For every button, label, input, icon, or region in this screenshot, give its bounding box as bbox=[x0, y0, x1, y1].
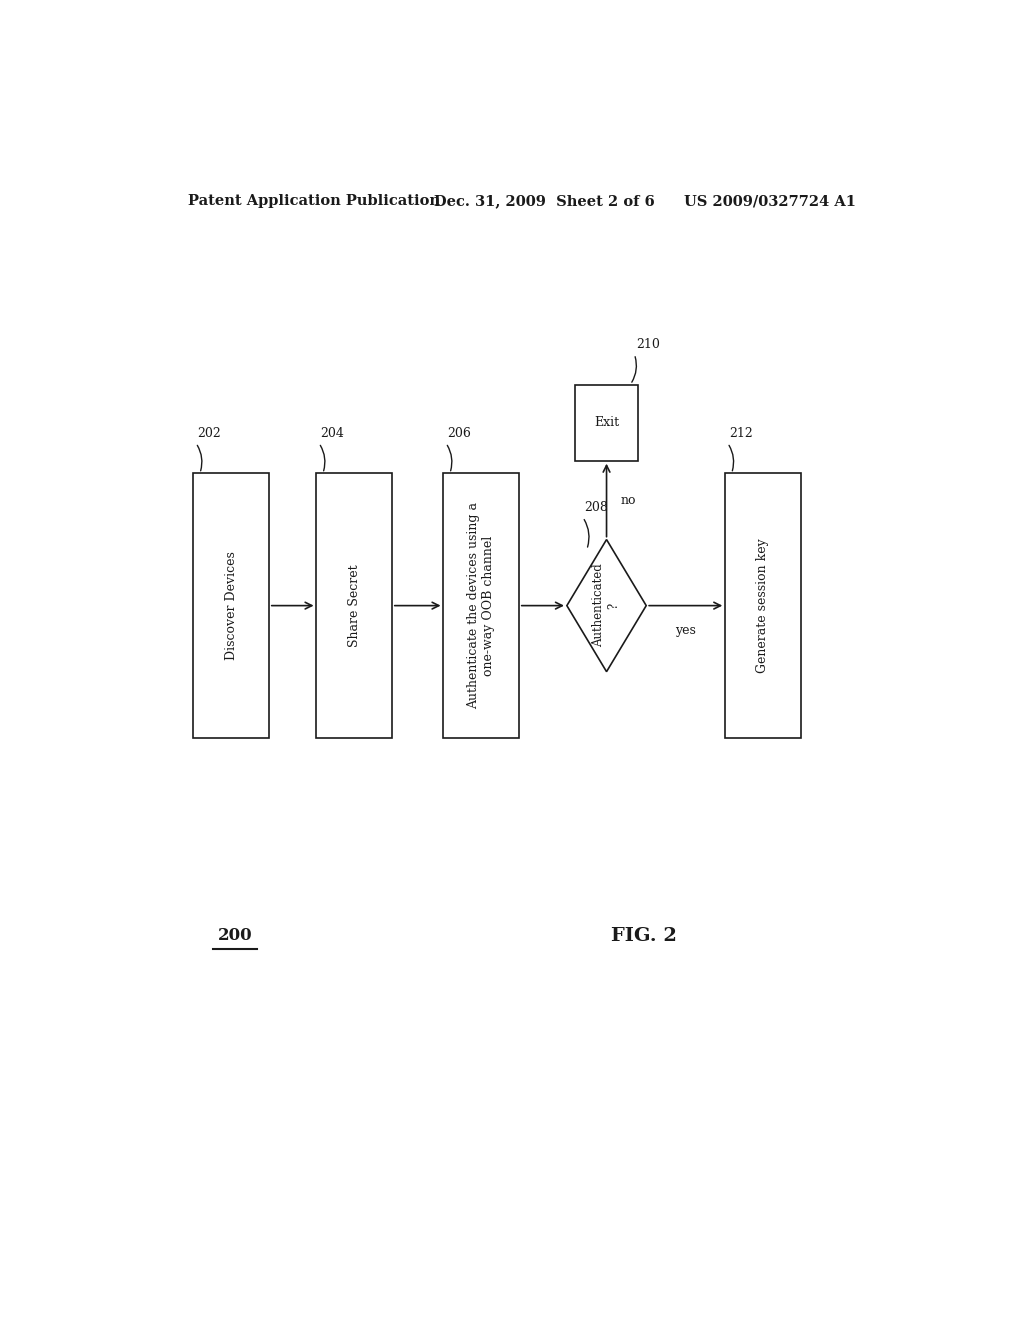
Bar bbox=[574, 384, 638, 461]
Text: Authenticate the devices using a
one-way OOB channel: Authenticate the devices using a one-way… bbox=[467, 502, 496, 709]
Text: 202: 202 bbox=[198, 426, 221, 440]
Text: US 2009/0327724 A1: US 2009/0327724 A1 bbox=[684, 194, 855, 209]
Text: Authenticated
?: Authenticated ? bbox=[593, 564, 621, 648]
Text: 200: 200 bbox=[218, 928, 253, 944]
Bar bbox=[316, 474, 392, 738]
Text: 204: 204 bbox=[321, 426, 344, 440]
Text: no: no bbox=[621, 494, 636, 507]
Text: Dec. 31, 2009  Sheet 2 of 6: Dec. 31, 2009 Sheet 2 of 6 bbox=[433, 194, 654, 209]
Text: 206: 206 bbox=[447, 426, 471, 440]
Bar bbox=[443, 474, 519, 738]
Text: yes: yes bbox=[675, 624, 696, 638]
Text: Share Secret: Share Secret bbox=[348, 565, 360, 647]
Text: 210: 210 bbox=[636, 338, 659, 351]
Text: 208: 208 bbox=[585, 502, 608, 515]
Text: Patent Application Publication: Patent Application Publication bbox=[187, 194, 439, 209]
Text: 212: 212 bbox=[729, 426, 753, 440]
Text: FIG. 2: FIG. 2 bbox=[611, 927, 677, 945]
Text: Generate session key: Generate session key bbox=[757, 539, 769, 673]
Bar bbox=[725, 474, 801, 738]
Polygon shape bbox=[567, 540, 646, 672]
Text: Exit: Exit bbox=[594, 416, 620, 429]
Text: Discover Devices: Discover Devices bbox=[224, 552, 238, 660]
Bar bbox=[194, 474, 269, 738]
